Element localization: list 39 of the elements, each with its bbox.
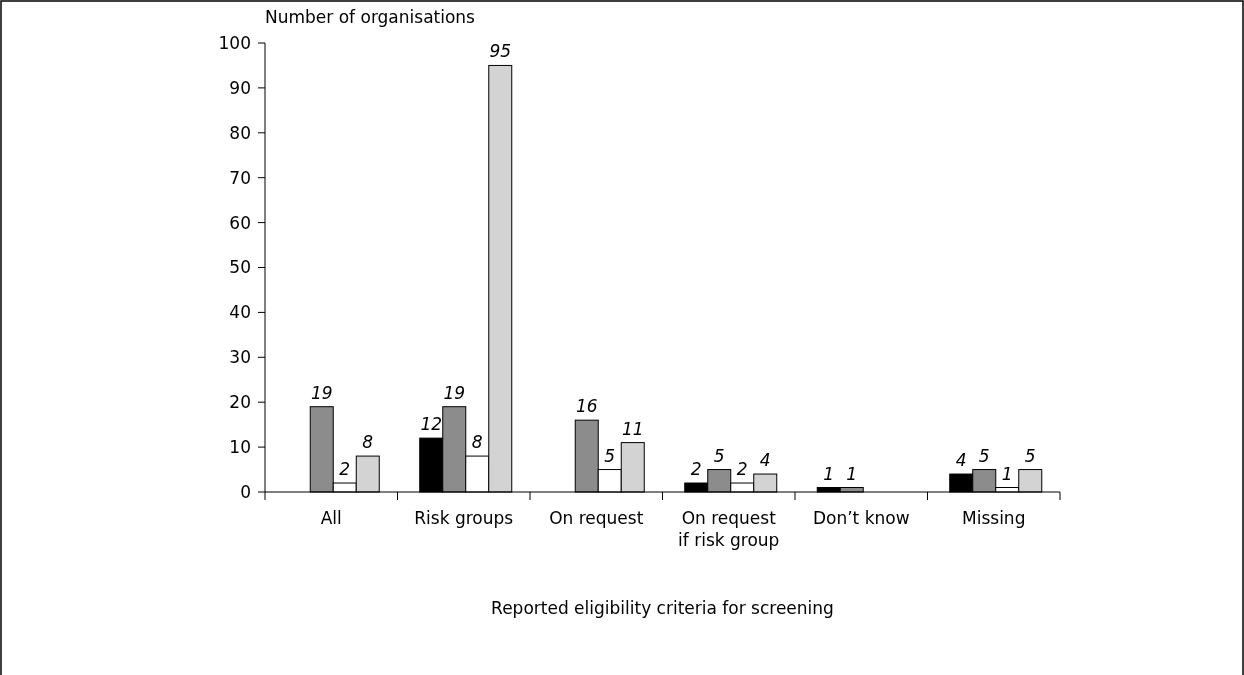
data-label: 2	[690, 459, 702, 480]
data-label: 5	[604, 445, 616, 466]
data-label: 11	[621, 418, 644, 439]
data-label: 16	[575, 396, 598, 417]
x-tick-label: On request	[549, 508, 644, 528]
y-tick-label: 80	[229, 122, 251, 143]
data-label: 2	[736, 459, 748, 480]
x-tick-label: Risk groups	[414, 508, 514, 528]
y-tick-label: 40	[229, 302, 251, 323]
data-label: 95	[489, 41, 512, 62]
x-tick-label: Don’t know	[812, 508, 910, 528]
y-tick-label: 100	[218, 32, 251, 53]
data-label: 8	[471, 432, 483, 453]
y-tick-label: 90	[229, 77, 251, 98]
y-tick-label: 0	[240, 481, 251, 502]
y-axis-title: Number of organisations	[265, 7, 476, 27]
x-axis-title: Reported eligibility criteria for screening	[491, 598, 834, 618]
data-label: 19	[443, 382, 466, 403]
data-label: 12	[420, 414, 443, 435]
y-tick-label: 70	[229, 167, 251, 188]
data-label: 4	[955, 450, 967, 471]
data-label: 1	[1001, 463, 1013, 484]
data-label: 19	[310, 382, 333, 403]
data-label: 5	[978, 445, 990, 466]
data-label: 2	[339, 459, 351, 480]
y-tick-label: 10	[229, 437, 251, 458]
data-label: 5	[713, 445, 725, 466]
x-tick-label: On request if risk group	[678, 508, 780, 550]
data-label: 8	[362, 432, 374, 453]
x-tick-label: All	[320, 508, 342, 528]
y-tick-label: 20	[229, 392, 251, 413]
data-label: 1	[846, 463, 858, 484]
y-tick-label: 50	[229, 257, 251, 278]
data-label: 1	[823, 463, 835, 484]
data-label: 4	[759, 450, 771, 471]
data-label: 5	[1024, 445, 1036, 466]
y-tick-label: 60	[229, 212, 251, 233]
y-tick-label: 30	[229, 347, 251, 368]
x-tick-label: Missing	[962, 508, 1026, 528]
